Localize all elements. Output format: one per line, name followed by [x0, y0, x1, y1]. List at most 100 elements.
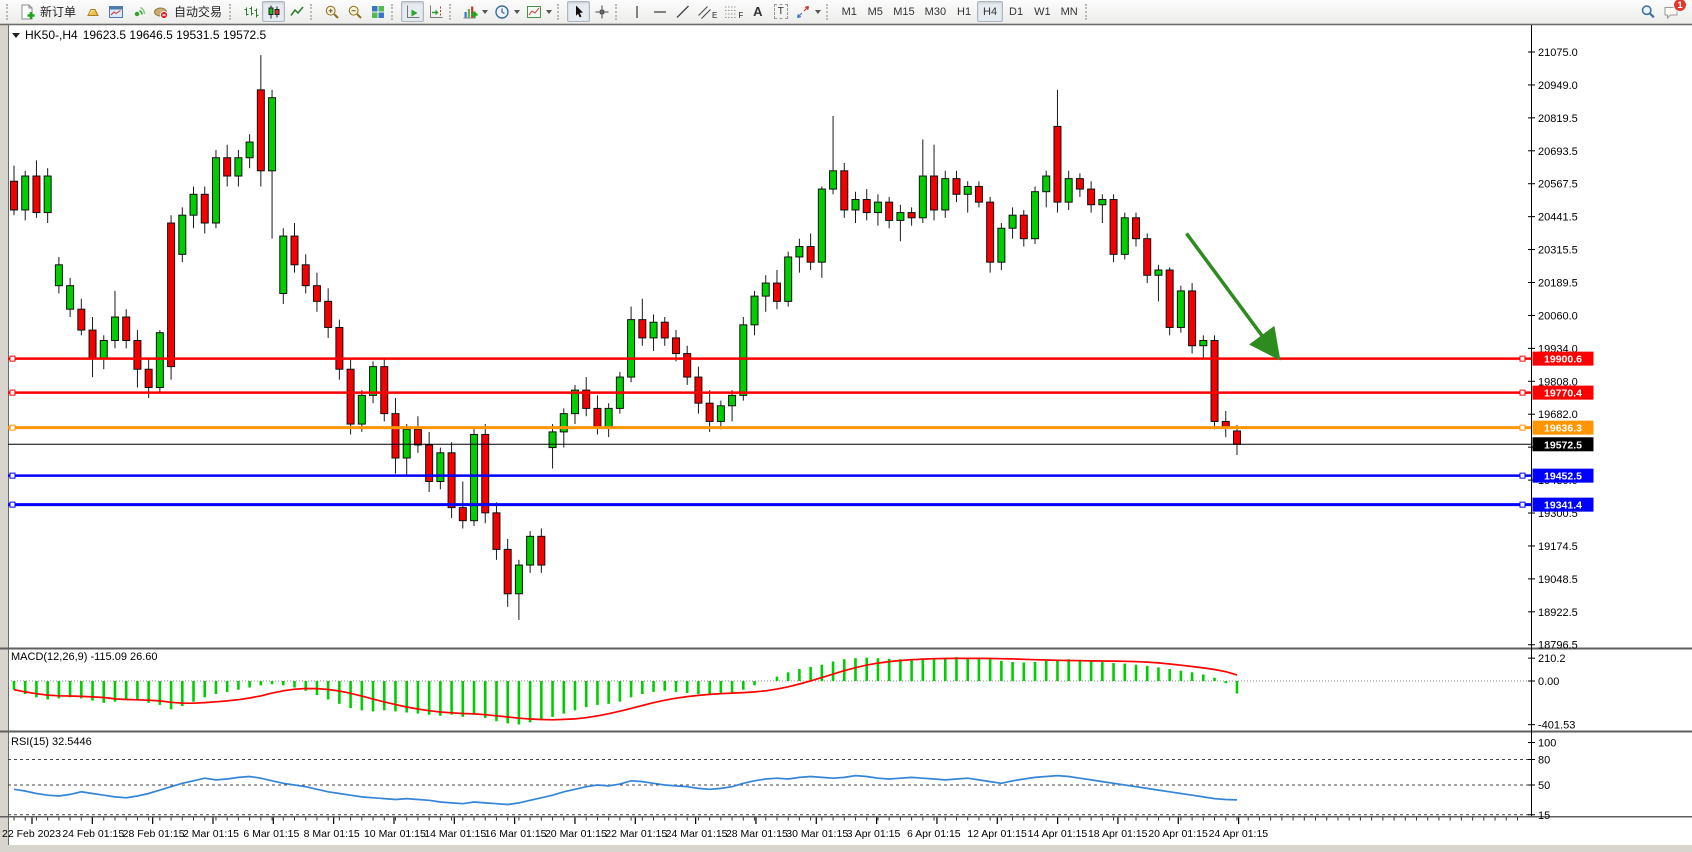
svg-text:24 Feb 01:15: 24 Feb 01:15	[62, 828, 124, 840]
svg-text:6 Mar 01:15: 6 Mar 01:15	[243, 828, 299, 840]
svg-text:19048.5: 19048.5	[1538, 574, 1578, 586]
templates-icon	[527, 5, 542, 18]
indicators-button[interactable]	[459, 1, 491, 22]
chat-button[interactable]: 1	[1659, 0, 1687, 22]
svg-text:50: 50	[1538, 780, 1550, 792]
price-badges: 19900.6 19770.4 19636.3 19452.5 19341.4 19572…	[1532, 351, 1594, 512]
zoom-in-icon	[325, 5, 339, 19]
trend-arrow-annotation	[1185, 232, 1281, 361]
svg-text:18796.5: 18796.5	[1538, 640, 1578, 652]
toolbar-grip[interactable]	[557, 3, 563, 20]
bar-chart-button[interactable]	[239, 1, 262, 22]
channel-tool-label: E	[712, 10, 718, 20]
toolbar-right-group: 1	[1636, 0, 1687, 22]
auto-trading-button[interactable]: 自动交易	[150, 1, 227, 22]
timeframe-m5[interactable]: M5	[862, 1, 888, 22]
candlestick-chart-button[interactable]	[262, 1, 286, 22]
chevron-down-icon	[514, 9, 521, 14]
tile-windows-button[interactable]	[366, 1, 389, 22]
svg-text:12 Apr 01:15: 12 Apr 01:15	[967, 828, 1027, 840]
zoom-in-button[interactable]	[320, 1, 343, 22]
timeframe-m1[interactable]: M1	[836, 1, 862, 22]
chevron-down-icon	[12, 32, 20, 38]
svg-text:19452.5: 19452.5	[1544, 471, 1582, 483]
terminal-icon	[108, 5, 123, 18]
toolbar-grip[interactable]	[826, 3, 832, 20]
auto-scroll-icon	[406, 5, 420, 18]
trendline-icon	[676, 5, 689, 18]
line-chart-button[interactable]	[285, 1, 308, 22]
arrows-button[interactable]	[792, 1, 824, 22]
svg-text:19572.5: 19572.5	[1544, 439, 1582, 451]
svg-text:28 Mar 01:15: 28 Mar 01:15	[726, 828, 788, 840]
svg-text:14 Apr 01:15: 14 Apr 01:15	[1028, 828, 1088, 840]
timeframe-w1[interactable]: W1	[1029, 1, 1056, 22]
vertical-line-icon	[635, 5, 638, 18]
toolbar-grip[interactable]	[310, 3, 316, 20]
signals-button[interactable]	[127, 1, 150, 22]
svg-text:20693.5: 20693.5	[1538, 146, 1578, 158]
svg-text:20 Mar 01:15: 20 Mar 01:15	[545, 828, 607, 840]
text-button[interactable]: A	[746, 1, 769, 22]
svg-text:21075.0: 21075.0	[1538, 47, 1578, 59]
symbol-period-label: HK50-,H4	[25, 28, 78, 42]
fibonacci-icon	[725, 6, 737, 18]
chevron-down-icon	[482, 9, 489, 14]
timeframe-mn[interactable]: MN	[1056, 1, 1083, 22]
svg-text:2 Mar 01:15: 2 Mar 01:15	[183, 828, 239, 840]
new-order-label: 新订单	[40, 5, 77, 19]
toolbar-grip[interactable]	[229, 3, 235, 20]
tile-windows-icon	[371, 5, 384, 18]
svg-text:19682.0: 19682.0	[1538, 409, 1578, 421]
templates-button[interactable]	[523, 1, 555, 22]
toolbar-grip[interactable]	[1084, 3, 1091, 20]
zoom-out-button[interactable]	[343, 1, 366, 22]
candlestick-chart-icon	[268, 5, 280, 18]
chart-title[interactable]: HK50-,H4 19623.5 19646.5 19531.5 19572.5	[12, 28, 266, 42]
chart-shift-button[interactable]	[424, 1, 447, 22]
timeframe-m15[interactable]: M15	[888, 1, 919, 22]
timeframe-m30[interactable]: M30	[920, 1, 951, 22]
timeframe-d1[interactable]: D1	[1003, 1, 1029, 22]
periods-button[interactable]	[491, 1, 523, 22]
equidistant-channel-button[interactable]: E	[694, 1, 720, 22]
svg-text:19174.5: 19174.5	[1538, 541, 1578, 553]
svg-text:19341.4: 19341.4	[1544, 500, 1582, 512]
terminal-button[interactable]	[104, 1, 127, 22]
svg-text:0.00: 0.00	[1538, 676, 1559, 688]
timeframe-h1[interactable]: H1	[951, 1, 977, 22]
trendline-button[interactable]	[671, 1, 694, 22]
signals-icon	[134, 6, 145, 16]
auto-scroll-button[interactable]	[401, 1, 425, 22]
svg-text:30 Mar 01:15: 30 Mar 01:15	[786, 828, 848, 840]
profiles-button[interactable]	[81, 1, 104, 22]
auto-trading-label: 自动交易	[174, 5, 223, 19]
arrows-icon	[797, 5, 810, 18]
cursor-button[interactable]	[567, 1, 591, 22]
svg-text:22 Feb 2023: 22 Feb 2023	[2, 828, 61, 840]
text-label-button[interactable]: T	[769, 1, 792, 22]
crosshair-button[interactable]	[590, 1, 613, 22]
svg-text:24 Mar 01:15: 24 Mar 01:15	[666, 828, 728, 840]
svg-text:28 Feb 01:15: 28 Feb 01:15	[123, 828, 185, 840]
periods-icon	[495, 4, 509, 19]
svg-text:22 Mar 01:15: 22 Mar 01:15	[605, 828, 667, 840]
new-order-button[interactable]: 新订单	[16, 1, 81, 22]
toolbar-grip[interactable]	[6, 3, 12, 20]
svg-text:14 Mar 01:15: 14 Mar 01:15	[424, 828, 486, 840]
search-button[interactable]	[1636, 1, 1659, 22]
horizontal-line-button[interactable]	[648, 1, 671, 22]
rsi-indicator-label: RSI(15) 32.5446	[11, 736, 92, 748]
toolbar-grip[interactable]	[615, 3, 621, 20]
fibonacci-button[interactable]: F	[720, 1, 746, 22]
svg-text:19770.4: 19770.4	[1544, 388, 1582, 400]
toolbar-grip[interactable]	[391, 3, 397, 20]
svg-text:-401.53: -401.53	[1538, 720, 1575, 732]
svg-text:3 Apr 01:15: 3 Apr 01:15	[847, 828, 901, 840]
toolbar-grip[interactable]	[449, 3, 455, 20]
timeframe-h4[interactable]: H4	[977, 1, 1004, 22]
svg-text:20441.5: 20441.5	[1538, 212, 1578, 224]
vertical-line-button[interactable]	[625, 1, 648, 22]
